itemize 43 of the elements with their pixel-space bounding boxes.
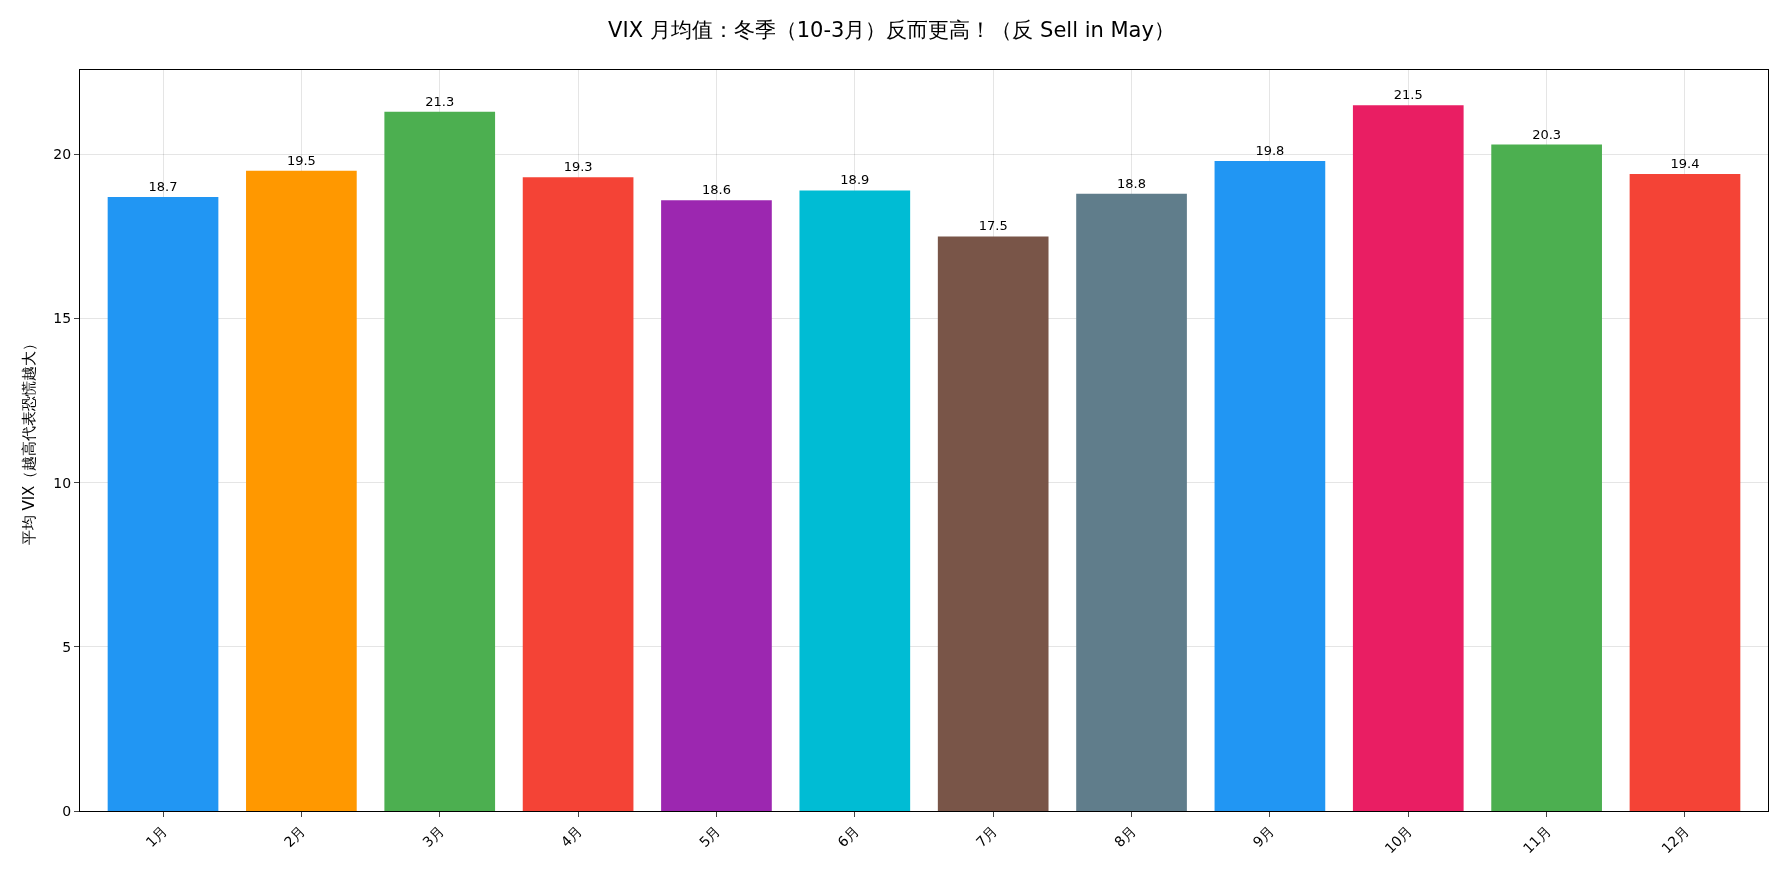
data-label: 18.9 — [840, 172, 870, 188]
x-tick-label: 5月 — [696, 822, 724, 851]
bar — [937, 236, 1049, 811]
x-tick-label: 12月 — [1658, 822, 1693, 857]
data-label: 20.3 — [1532, 126, 1562, 142]
data-label: 18.6 — [701, 182, 731, 198]
data-label: 18.7 — [148, 179, 178, 195]
x-tick-label: 10月 — [1381, 822, 1416, 857]
data-label: 19.4 — [1670, 156, 1700, 172]
y-tick-label: 20 — [53, 146, 72, 163]
data-label: 21.5 — [1393, 87, 1423, 103]
x-tick-label: 6月 — [834, 822, 862, 851]
y-tick-label: 15 — [53, 310, 72, 327]
data-label: 19.8 — [1255, 142, 1285, 158]
bar — [799, 190, 911, 811]
data-label: 21.3 — [425, 93, 455, 109]
x-tick-label: 2月 — [280, 822, 309, 851]
y-tick-label: 0 — [62, 802, 72, 819]
x-tick-label: 3月 — [419, 822, 447, 851]
bar — [522, 177, 634, 811]
y-tick-label: 5 — [62, 638, 72, 655]
data-label: 19.5 — [286, 152, 316, 168]
x-tick-label: 7月 — [972, 822, 1001, 851]
bar — [246, 170, 357, 811]
x-tick-label: 1月 — [142, 822, 171, 851]
data-label: 17.5 — [978, 218, 1008, 234]
x-tick-label: 8月 — [1111, 822, 1139, 851]
bar — [1352, 105, 1464, 811]
y-axis-title: 平均 VIX（越高代表恐慌越大） — [19, 335, 38, 546]
data-label: 18.8 — [1117, 175, 1147, 191]
bar — [1491, 144, 1602, 811]
bar — [1629, 174, 1741, 811]
bar — [1214, 160, 1326, 811]
y-tick-label: 10 — [53, 474, 72, 491]
data-label: 19.3 — [563, 159, 593, 175]
x-tick-label: 11月 — [1519, 822, 1554, 857]
x-tick-label: 9月 — [1249, 822, 1277, 851]
bar — [661, 200, 772, 811]
x-tick-label: 4月 — [557, 822, 586, 851]
bar — [107, 197, 219, 811]
chart-title: VIX 月均值：冬季（10-3月）反而更高！（反 Sell in May） — [608, 17, 1175, 42]
bar — [384, 111, 496, 811]
bar — [1076, 193, 1187, 811]
